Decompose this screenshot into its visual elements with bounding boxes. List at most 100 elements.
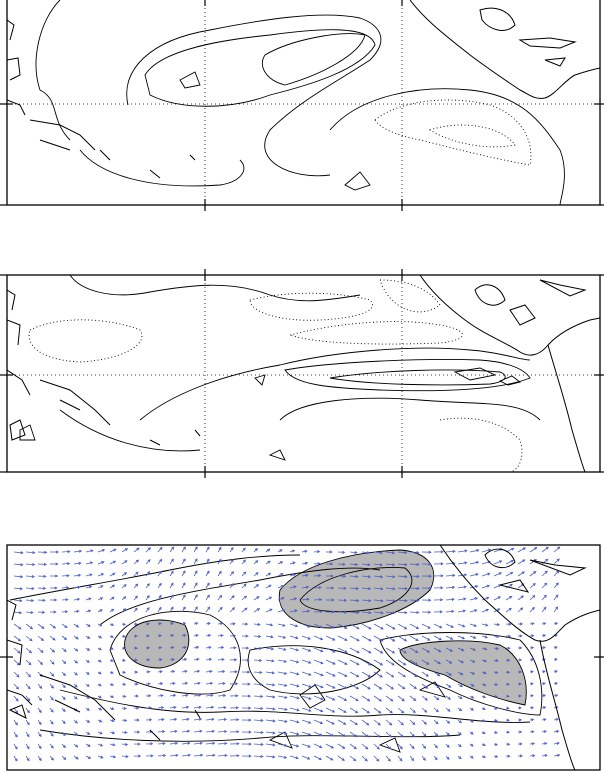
wind-arrow bbox=[229, 646, 237, 650]
wind-arrow bbox=[205, 681, 214, 685]
wind-arrow bbox=[181, 634, 187, 638]
wind-arrow bbox=[373, 599, 384, 603]
wind-arrow bbox=[505, 646, 511, 650]
wind-arrow bbox=[229, 754, 240, 758]
wind-arrow bbox=[121, 596, 127, 601]
wind-arrow bbox=[373, 719, 381, 726]
wind-arrow bbox=[349, 574, 359, 579]
wind-arrow bbox=[529, 694, 534, 698]
wind-arrow bbox=[109, 695, 115, 699]
wind-arrow bbox=[313, 574, 322, 578]
wind-arrow bbox=[49, 731, 54, 737]
wind-arrow bbox=[253, 730, 264, 735]
wind-arrow bbox=[517, 634, 523, 638]
wind-arrow bbox=[229, 694, 239, 698]
wind-arrow bbox=[265, 731, 276, 735]
wind-arrow bbox=[157, 582, 162, 589]
contour bbox=[9, 554, 301, 601]
wind-arrow bbox=[277, 743, 288, 747]
wind-arrow bbox=[229, 559, 234, 565]
wind-arrow bbox=[361, 659, 372, 666]
wind-arrow bbox=[421, 755, 426, 761]
wind-arrow bbox=[241, 595, 248, 601]
wind-arrow bbox=[445, 635, 454, 640]
wind-arrow bbox=[469, 609, 478, 613]
panel-3 bbox=[0, 544, 604, 771]
wind-arrow bbox=[433, 695, 440, 701]
wind-arrow bbox=[133, 571, 139, 577]
coastline bbox=[7, 19, 196, 179]
wind-arrow bbox=[157, 606, 162, 613]
wind-arrow bbox=[61, 659, 67, 665]
wind-arrow bbox=[517, 682, 522, 686]
wind-arrow bbox=[193, 729, 203, 733]
wind-arrow bbox=[277, 731, 288, 735]
wind-arrow bbox=[61, 743, 66, 749]
wind-arrow bbox=[181, 657, 188, 661]
contour bbox=[139, 347, 531, 421]
wind-arrow bbox=[265, 719, 276, 723]
wind-arrow bbox=[469, 659, 476, 663]
wind-arrow bbox=[241, 694, 252, 698]
wind-arrow bbox=[121, 658, 126, 662]
coastline bbox=[547, 344, 586, 472]
wind-arrow bbox=[517, 559, 526, 565]
wind-arrow bbox=[289, 707, 300, 712]
wind-arrow bbox=[481, 683, 487, 687]
wind-arrow bbox=[301, 597, 310, 601]
wind-arrow bbox=[265, 743, 276, 747]
wind-arrow bbox=[433, 683, 440, 689]
wind-arrow bbox=[313, 623, 323, 629]
wind-arrow bbox=[13, 587, 24, 591]
wind-arrow bbox=[13, 695, 19, 702]
wind-arrow bbox=[493, 658, 499, 662]
wind-arrow bbox=[469, 597, 479, 601]
wind-arrow bbox=[481, 743, 486, 747]
wind-arrow bbox=[457, 609, 467, 613]
wind-arrow bbox=[145, 658, 151, 662]
wind-arrow bbox=[169, 753, 179, 757]
wind-arrow bbox=[133, 742, 141, 746]
wind-arrow bbox=[337, 719, 347, 725]
wind-arrow bbox=[289, 635, 299, 640]
wind-arrow bbox=[313, 635, 324, 641]
wind-arrow bbox=[433, 610, 443, 614]
wind-arrow bbox=[373, 671, 383, 678]
wind-arrow bbox=[541, 546, 549, 553]
wind-arrow bbox=[169, 705, 177, 709]
wind-arrow bbox=[493, 706, 498, 710]
wind-arrow bbox=[493, 694, 498, 698]
wind-arrow bbox=[457, 635, 466, 640]
wind-arrow bbox=[181, 606, 186, 613]
wind-arrow bbox=[217, 717, 228, 722]
wind-arrow bbox=[73, 755, 79, 760]
wind-arrow bbox=[253, 634, 262, 638]
wind-arrow bbox=[217, 681, 226, 686]
wind-arrow bbox=[409, 574, 420, 578]
panel-2-content bbox=[7, 275, 600, 472]
wind-arrow bbox=[385, 683, 394, 690]
wind-arrow bbox=[109, 683, 114, 686]
wind-arrow bbox=[265, 671, 276, 675]
wind-arrow bbox=[205, 594, 210, 601]
wind-arrow bbox=[469, 585, 479, 589]
panel-1 bbox=[0, 0, 604, 211]
wind-arrow bbox=[289, 719, 300, 724]
wind-arrow bbox=[505, 595, 513, 601]
wind-arrow bbox=[457, 707, 463, 712]
wind-arrow bbox=[145, 682, 151, 686]
wind-arrow bbox=[349, 562, 359, 567]
wind-arrow bbox=[37, 743, 42, 750]
wind-arrow bbox=[433, 659, 441, 665]
wind-arrow bbox=[277, 755, 288, 759]
wind-arrow bbox=[529, 582, 536, 589]
wind-arrow bbox=[97, 561, 105, 565]
wind-arrow bbox=[145, 706, 152, 710]
wind-arrow bbox=[301, 707, 312, 712]
wind-arrow bbox=[505, 559, 514, 565]
wind-arrow bbox=[409, 671, 418, 678]
wind-arrow bbox=[253, 718, 264, 723]
wind-arrow bbox=[397, 731, 404, 738]
wind-arrow bbox=[133, 706, 140, 710]
wind-arrow bbox=[277, 623, 286, 627]
